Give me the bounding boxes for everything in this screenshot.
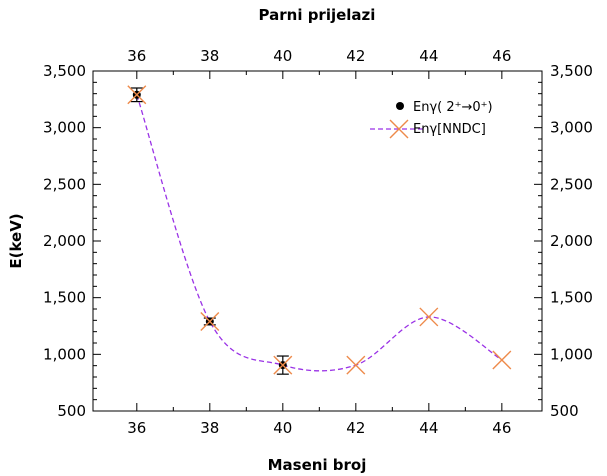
legend-label-series-1: Enγ( 2⁺→0⁺) (413, 100, 493, 115)
legend-marker-circle (396, 102, 404, 110)
y-tick-label-right: 1,000 (550, 345, 593, 363)
y-tick-label-left: 1,500 (43, 289, 86, 307)
y-tick-label-left: 2,000 (43, 232, 86, 250)
x-tick-label-bottom: 42 (346, 419, 365, 437)
y-tick-label-right: 3,000 (550, 119, 593, 137)
data-point-nndc-b (492, 350, 512, 370)
x-tick-label-top: 40 (273, 47, 292, 65)
y-tick-label-right: 2,000 (550, 232, 593, 250)
x-tick-label-top: 44 (419, 47, 438, 65)
y-tick-label-left: 3,000 (43, 119, 86, 137)
data-point-nndc-b (419, 307, 439, 327)
data-point-nndc-b (200, 311, 220, 331)
y-axis-title: E(keV) (7, 213, 25, 268)
x-tick-label-bottom: 38 (200, 419, 219, 437)
y-tick-label-right: 1,500 (550, 289, 593, 307)
y-tick-label-left: 2,500 (43, 175, 86, 193)
y-tick-label-left: 1,000 (43, 345, 86, 363)
y-tick-label-left: 3,500 (43, 62, 86, 80)
x-axis-title: Maseni broj (268, 456, 367, 474)
y-tick-label-right: 2,500 (550, 175, 593, 193)
x-tick-label-bottom: 40 (273, 419, 292, 437)
y-tick-label-left: 500 (57, 402, 86, 420)
data-point-nndc-b (127, 85, 147, 105)
x-tick-label-top: 38 (200, 47, 219, 65)
series-marks (127, 85, 512, 375)
y-tick-label-right: 3,500 (550, 62, 593, 80)
x-tick-label-bottom: 44 (419, 419, 438, 437)
x-tick-label-top: 36 (127, 47, 146, 65)
x-tick-label-top: 42 (346, 47, 365, 65)
legend-label-series-2: Enγ[NNDC] (413, 122, 486, 137)
x-tick-label-bottom: 46 (492, 419, 511, 437)
data-point-nndc-b (273, 355, 293, 375)
axis-ticks: 36 36 38 38 40 40 42 42 44 44 46 46 500 500 1,000 1,000… (43, 47, 593, 437)
data-point-nndc-b (346, 355, 366, 375)
x-tick-label-bottom: 36 (127, 419, 146, 437)
y-tick-label-right: 500 (550, 402, 579, 420)
x-tick-label-top: 46 (492, 47, 511, 65)
x2-axis-title: Parni prijelazi (259, 6, 376, 24)
legend: Enγ( 2⁺→0⁺) Enγ[NNDC] (370, 100, 493, 139)
legend-marker-x-b (389, 119, 409, 139)
